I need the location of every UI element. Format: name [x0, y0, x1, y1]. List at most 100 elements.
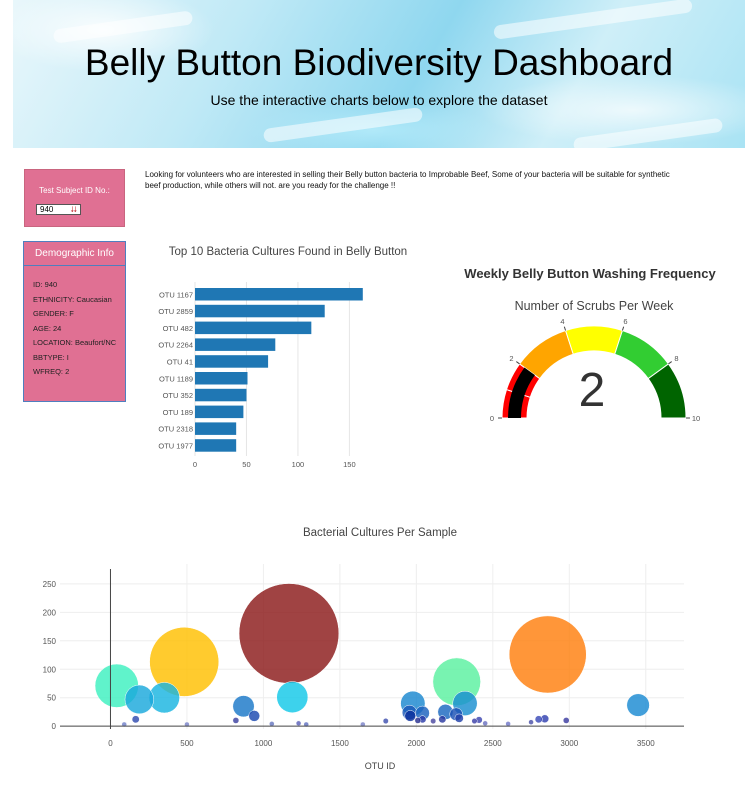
bubble-point[interactable]	[360, 721, 366, 728]
demographic-row: WFREQ: 2	[33, 367, 70, 376]
gauge-step	[505, 363, 541, 398]
bubble-point[interactable]	[149, 627, 220, 697]
banner-streak	[262, 106, 424, 144]
bubble-point[interactable]	[124, 684, 155, 715]
bubble-point[interactable]	[528, 719, 534, 725]
bubble-point[interactable]	[505, 721, 511, 727]
bubble-point[interactable]	[471, 718, 478, 725]
bubble-y-tick-label: 50	[47, 694, 56, 703]
demographic-row: GENDER: F	[33, 309, 74, 318]
bubble-point[interactable]	[404, 710, 416, 722]
demographic-row: BBTYPE: I	[33, 352, 69, 362]
bar-y-tick-label: OTU 1167	[159, 290, 193, 299]
gauge-step	[501, 388, 531, 419]
bubble-x-axis-title: OTU ID	[365, 761, 396, 771]
bar[interactable]	[195, 304, 325, 318]
bubble-point[interactable]	[454, 713, 464, 723]
bar-x-tick-label: 100	[292, 460, 305, 469]
bubble-x-tick-label: 0	[108, 739, 113, 748]
demographic-panel: Demographic Info ID: 940 ETHNICITY: Cauca…	[23, 241, 126, 402]
bubble-x-tick-label: 1500	[331, 739, 349, 748]
gauge-tick-label: 10	[692, 414, 700, 423]
bubble-y-tick-label: 200	[43, 608, 57, 617]
bubble-point[interactable]	[382, 718, 389, 725]
demographic-row: ETHNICITY: Caucasian	[33, 294, 112, 304]
bubble-point[interactable]	[415, 705, 430, 721]
bar[interactable]	[195, 405, 244, 419]
bubble-point[interactable]	[562, 717, 570, 724]
bubble-point[interactable]	[295, 720, 302, 727]
bubble-y-tick-label: 100	[43, 665, 57, 674]
bubble-point[interactable]	[269, 721, 275, 727]
bubble-point[interactable]	[432, 657, 481, 706]
gauge-tick-label: 0	[490, 414, 494, 423]
gauge-tick	[516, 361, 520, 365]
banner-streak	[572, 117, 724, 148]
bubble-point[interactable]	[482, 720, 488, 727]
bar[interactable]	[195, 388, 247, 402]
gauge-tick-label: 8	[674, 354, 678, 363]
bubble-point[interactable]	[303, 721, 309, 728]
bubble-point[interactable]	[534, 715, 543, 724]
bar[interactable]	[195, 372, 248, 385]
bubble-point[interactable]	[430, 718, 437, 725]
bubble-x-tick-label: 2500	[484, 739, 502, 748]
bubble-point[interactable]	[276, 681, 309, 713]
gauge-step	[564, 325, 624, 355]
bar[interactable]	[195, 422, 237, 435]
demographic-row: ID: 940	[33, 280, 58, 289]
bubble-x-tick-label: 2000	[407, 739, 425, 748]
bubble-y-tick-label: 0	[52, 722, 57, 731]
bubble-point[interactable]	[475, 716, 483, 724]
intro-text: Looking for volunteers who are intereste…	[145, 170, 670, 190]
gauge-value-bar	[508, 367, 535, 418]
bubble-point[interactable]	[418, 715, 427, 724]
page-subtitle: Use the interactive charts below to expl…	[210, 92, 548, 108]
bubble-point[interactable]	[131, 715, 140, 724]
bubble-point[interactable]	[449, 707, 463, 721]
bubble-point[interactable]	[121, 721, 127, 728]
bubble-point[interactable]	[438, 715, 447, 724]
subject-id-value: 940	[40, 205, 54, 214]
page-title: Belly Button Biodiversity Dashboard	[84, 42, 674, 83]
bubble-point[interactable]	[508, 615, 587, 694]
bubble-point[interactable]	[414, 717, 422, 724]
bar-y-tick-label: OTU 1189	[159, 374, 193, 383]
bubble-point[interactable]	[400, 690, 426, 716]
bar[interactable]	[195, 439, 237, 452]
bubble-point[interactable]	[401, 704, 418, 721]
bubble-point[interactable]	[540, 714, 550, 723]
bubble-point[interactable]	[232, 695, 255, 718]
gauge-step	[647, 363, 687, 419]
bubble-point[interactable]	[184, 721, 190, 728]
subject-selector-panel: Test Subject ID No.: 940 ⮇	[24, 169, 125, 227]
demographic-row: LOCATION: Beaufort/NC	[33, 338, 117, 347]
bubble-point[interactable]	[94, 663, 139, 708]
bubble-y-tick-label: 250	[43, 580, 57, 589]
bar-x-tick-label: 0	[193, 460, 197, 469]
bar[interactable]	[195, 355, 269, 368]
bubble-point[interactable]	[626, 693, 650, 717]
gauge-step	[614, 329, 670, 380]
banner-streak	[52, 10, 194, 44]
gauge-tick	[621, 326, 625, 331]
bar[interactable]	[195, 321, 312, 335]
bar[interactable]	[195, 338, 276, 351]
gauge-tick-label: 2	[509, 354, 513, 363]
gauge-tick	[668, 361, 672, 365]
bubble-point[interactable]	[437, 704, 454, 720]
bubble-point[interactable]	[238, 583, 340, 684]
bubble-point[interactable]	[248, 710, 260, 722]
bubble-point[interactable]	[452, 690, 478, 716]
bubble-point[interactable]	[148, 682, 180, 714]
bubble-y-tick-label: 150	[43, 637, 57, 646]
demographic-panel-title: Demographic Info	[24, 242, 125, 266]
bubble-point[interactable]	[232, 717, 240, 724]
bar[interactable]	[195, 288, 363, 301]
gauge-tick	[563, 326, 567, 331]
gauge-subtitle: Number of Scrubs Per Week	[515, 299, 675, 313]
bar-x-tick-label: 150	[343, 460, 356, 469]
bar-y-tick-label: OTU 2859	[158, 307, 193, 316]
subject-id-select[interactable]: 940 ⮇	[36, 204, 81, 215]
gauge-title: Weekly Belly Button Washing Frequency	[464, 266, 716, 281]
